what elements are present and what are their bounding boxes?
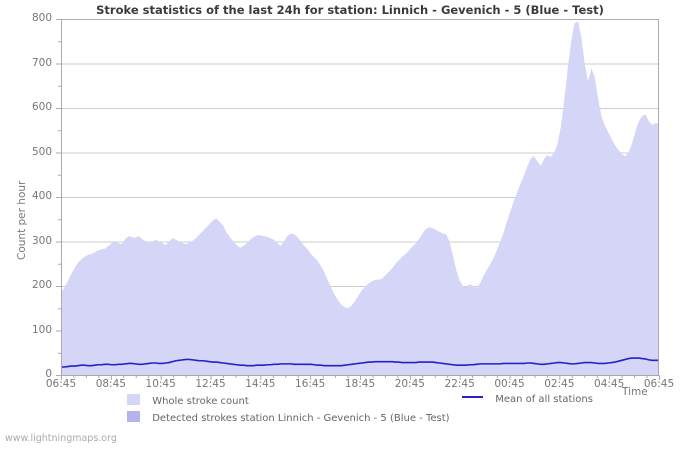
x-tick-label: 20:45 — [394, 378, 425, 390]
legend-label: Whole stroke count — [152, 396, 249, 407]
legend-item-whole-stroke-count: Whole stroke count — [127, 394, 249, 408]
x-tick-label: 22:45 — [444, 378, 475, 390]
y-tick-label: 800 — [31, 12, 52, 24]
x-tick-label: 18:45 — [344, 378, 376, 390]
x-tick-label: 12:45 — [195, 378, 226, 390]
y-tick-label: 0 — [45, 368, 52, 380]
x-tick-label: 06:45 — [45, 378, 77, 390]
x-tick-label: 06:45 — [643, 378, 675, 390]
line-series-mean — [61, 357, 659, 368]
x-tick-label: 04:45 — [594, 378, 625, 390]
x-tick-label: 00:45 — [494, 378, 525, 390]
x-tick-label: 10:45 — [145, 378, 176, 390]
y-tick-label: 600 — [31, 101, 52, 113]
y-tick-label: 100 — [31, 323, 52, 336]
footer-url: www.lightningmaps.org — [5, 433, 117, 444]
x-tick-label: 02:45 — [544, 378, 575, 390]
legend-item-mean-of-all-stations: Mean of all stations — [462, 394, 593, 408]
legend-label: Mean of all stations — [495, 394, 593, 405]
x-tick-label: 16:45 — [295, 378, 326, 390]
legend-line-icon — [462, 396, 483, 398]
x-tick-label: 08:45 — [95, 378, 126, 390]
x-axis-label: Time — [622, 386, 648, 398]
y-tick-label: 200 — [31, 279, 52, 291]
page-title: Stroke statistics of the last 24h for st… — [96, 3, 604, 17]
y-tick-label: 500 — [31, 145, 52, 158]
y-tick-label: 400 — [31, 190, 52, 202]
legend-label: Detected strokes station Linnich - Geven… — [152, 413, 450, 424]
legend-swatch-icon — [127, 394, 140, 405]
legend-item-detected-strokes: Detected strokes station Linnich - Geven… — [127, 411, 450, 425]
y-tick-label: 300 — [31, 234, 52, 247]
area-series-0 — [61, 21, 659, 375]
x-tick-label: 14:45 — [245, 378, 276, 390]
y-tick-label: 700 — [31, 56, 52, 69]
chart-legend: Whole stroke count Detected strokes stat… — [0, 393, 700, 425]
legend-swatch-icon — [127, 411, 140, 422]
